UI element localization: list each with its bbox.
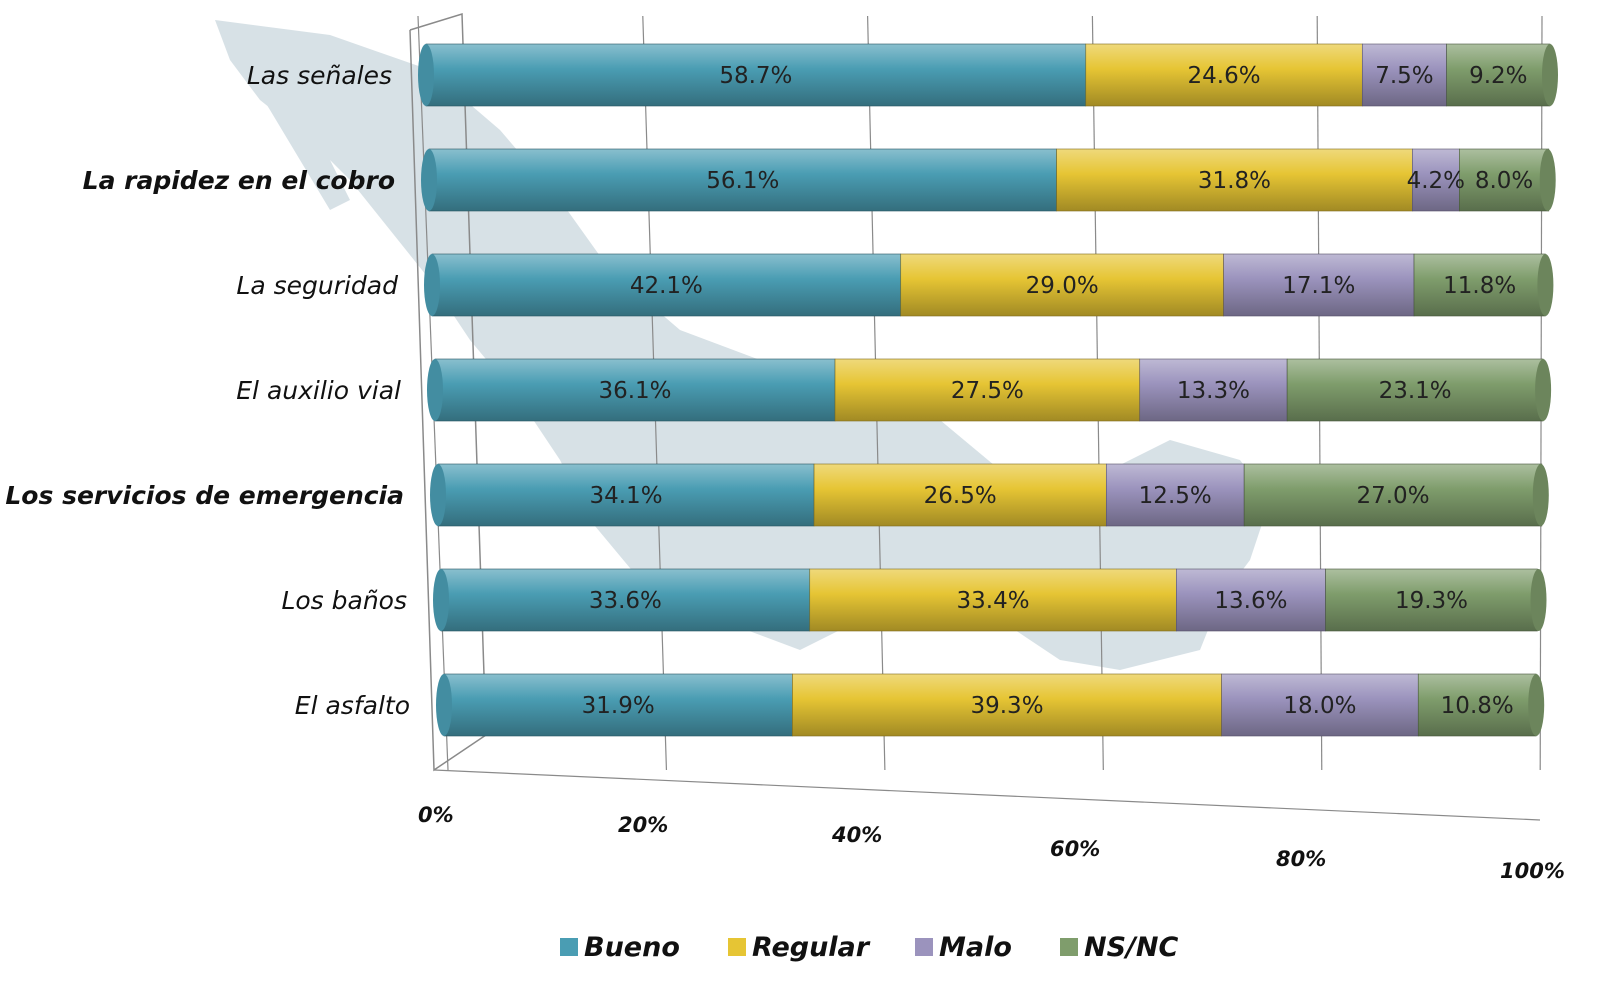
bar-bueno-6 [443,673,793,737]
bar-regular-3 [834,358,1141,422]
legend-swatch [560,938,578,956]
legend-label: Bueno [584,932,680,963]
value-label: 39.3% [970,693,1043,719]
legend-label: Malo [939,932,1012,963]
x-tick-label: 60% [1050,837,1100,861]
value-label: 56.1% [706,168,779,194]
category-label: Los servicios de emergencia [5,481,404,510]
bar-regular-4 [813,463,1107,527]
bar-bueno-1 [428,148,1057,212]
bar-end-cap [1542,44,1558,106]
axis-floor [433,769,1541,821]
bar-start-cap [433,569,449,631]
bar-start-cap [430,464,446,526]
value-label: 12.5% [1139,483,1212,509]
bars [418,43,1558,737]
bar-end-cap [1530,569,1547,631]
value-label: 58.7% [719,63,792,89]
value-label: 19.3% [1395,588,1468,614]
value-label: 31.9% [582,693,655,719]
legend: Bueno Regular Malo NS/NC [560,932,1179,963]
legend-swatch [915,938,933,956]
bar-regular-2 [900,253,1224,317]
bar-regular-1 [1056,148,1413,212]
category-label: La seguridad [236,271,398,300]
bar-nsnc-4 [1243,463,1543,527]
bar-malo-1 [1412,148,1460,212]
bar-start-cap [418,44,434,106]
category-label: Las señales [247,61,392,90]
bar-regular-0 [1085,43,1363,107]
bar-nsnc-3 [1286,358,1544,422]
legend-label: NS/NC [1084,932,1179,963]
category-label: Los baños [281,586,407,615]
value-label: 42.1% [630,273,703,299]
value-label: 27.0% [1356,483,1429,509]
bar-end-cap [1539,149,1556,211]
category-labels: Las señales La rapidez en el cobro La segu… [5,61,410,720]
x-tick-label: 0% [418,803,454,827]
x-tick-label: 80% [1276,847,1326,871]
value-label: 29.0% [1026,273,1099,299]
value-label: 24.6% [1188,63,1261,89]
x-tick-label: 100% [1500,859,1565,883]
value-label: 10.8% [1441,693,1514,719]
legend-label: Regular [752,932,871,963]
x-axis-ticks: 0% 20% 40% 60% 80% 100% [418,803,1565,883]
value-label: 13.6% [1214,588,1287,614]
value-label: 33.4% [957,588,1030,614]
value-label: 11.8% [1443,273,1516,299]
bar-regular-5 [809,568,1177,632]
bar-malo-3 [1139,358,1288,422]
value-label: 8.0% [1475,168,1533,194]
bar-malo-6 [1221,673,1419,737]
bar-end-cap [1528,674,1545,736]
bar-nsnc-5 [1325,568,1538,632]
bar-malo-0 [1361,43,1447,107]
bar-malo-4 [1105,463,1245,527]
category-label: La rapidez en el cobro [83,166,395,195]
bar-malo-5 [1176,568,1326,632]
legend-swatch [1060,938,1078,956]
bar-nsnc-6 [1417,673,1537,737]
value-label: 31.8% [1198,168,1271,194]
bar-nsnc-2 [1413,253,1546,317]
value-label: 4.2% [1407,168,1465,194]
value-label: 7.5% [1375,63,1433,89]
bar-end-cap [1535,359,1552,421]
category-label: El auxilio vial [236,376,401,405]
value-label: 23.1% [1379,378,1452,404]
value-label: 36.1% [598,378,671,404]
bar-nsnc-0 [1446,43,1551,107]
bar-malo-2 [1223,253,1415,317]
bar-end-cap [1532,464,1549,526]
value-labels: 58.7% 24.6% 7.5% 9.2% 56.1% 31.8% 4.2% 8.0% 42.1… [582,63,1534,719]
bar-start-cap [421,149,437,211]
bar-bueno-3 [434,358,836,422]
category-label: El asfalto [295,691,410,720]
value-label: 33.6% [589,588,662,614]
bar-start-cap [436,674,452,736]
bar-end-cap [1537,254,1554,316]
bar-bueno-0 [425,43,1087,107]
x-tick-label: 40% [831,823,882,847]
bar-nsnc-1 [1459,148,1550,212]
x-tick-label: 20% [618,813,668,837]
value-label: 18.0% [1283,693,1356,719]
value-label: 26.5% [924,483,997,509]
bar-regular-6 [792,673,1222,737]
value-label: 34.1% [589,483,662,509]
bar-start-cap [424,254,440,316]
bar-bueno-2 [431,253,902,317]
value-label: 9.2% [1469,63,1527,89]
bar-start-cap [427,359,443,421]
legend-swatch [728,938,746,956]
value-label: 17.1% [1282,273,1355,299]
value-label: 13.3% [1177,378,1250,404]
bar-bueno-5 [440,568,811,632]
value-label: 27.5% [951,378,1024,404]
